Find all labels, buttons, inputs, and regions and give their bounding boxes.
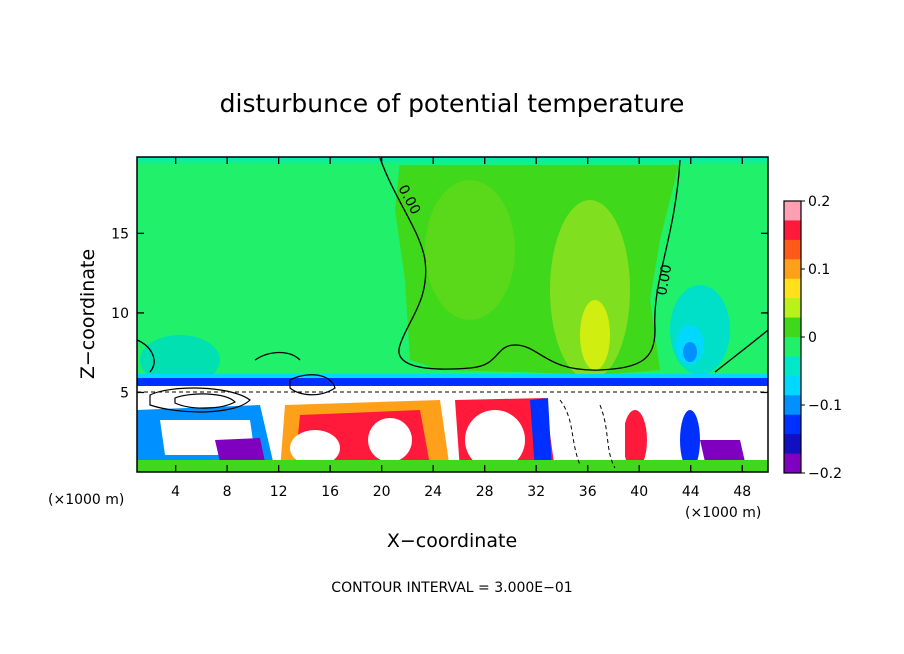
- contour-cluster-left: [149, 374, 336, 413]
- colorbar-tick-label: −0.1: [808, 398, 842, 414]
- colorbar-tick-label: 0.2: [808, 194, 830, 210]
- colorbar-swatch: [784, 414, 801, 435]
- x-tick-label: 24: [424, 484, 442, 500]
- plot-frame: [136, 156, 769, 473]
- x-tick-label: 32: [527, 484, 545, 500]
- x-unit-label-right: (×1000 m): [685, 505, 761, 521]
- colorbar-swatch: [784, 395, 801, 416]
- colorbar-swatch: [784, 259, 801, 280]
- x-tick-label: 4: [171, 484, 180, 500]
- x-tick-label: 44: [682, 484, 700, 500]
- contour-interval-note: CONTOUR INTERVAL = 3.000E−01: [331, 580, 572, 596]
- chart-title: disturbunce of potential temperature: [220, 89, 685, 118]
- colorbar-swatch: [784, 337, 801, 357]
- contour-zero-left: [379, 157, 681, 371]
- field-lower-mid-white-2: [368, 418, 412, 462]
- colorbar-tick-label: 0: [808, 330, 817, 346]
- field-lower-blue-strip: [530, 398, 552, 470]
- field-lower-white-mid: [555, 395, 625, 460]
- colorbar-swatch: [784, 201, 801, 221]
- x-tick-label: 48: [733, 484, 751, 500]
- colorbar-tick-label: −0.2: [808, 466, 842, 482]
- field-cyan-right: [670, 285, 730, 375]
- colorbar-swatch: [784, 356, 801, 377]
- colorbar-swatch: [784, 298, 801, 319]
- y-axis-ticks: 5 10 15: [111, 226, 768, 401]
- field-plume-center-left: [425, 180, 515, 320]
- y-tick-label: 15: [111, 226, 129, 242]
- colorbar: 0.2 0.1 0 −0.1 −0.2: [783, 194, 842, 482]
- x-tick-label: 40: [630, 484, 648, 500]
- field-cyan-left: [140, 335, 220, 385]
- field-lower-far-red: [623, 410, 647, 470]
- x-tick-label: 16: [321, 484, 339, 500]
- field-lower-far-blue: [680, 410, 700, 470]
- field-lower-right-white: [465, 410, 525, 470]
- x-tick-label: 12: [270, 484, 288, 500]
- field-lower-mid-white: [290, 430, 340, 466]
- field-top-band: [137, 157, 768, 165]
- colorbar-swatch: [784, 453, 801, 474]
- field-plume-warm: [580, 300, 610, 370]
- colorbar-swatch: [784, 220, 801, 241]
- field-blue-right-core: [683, 342, 697, 362]
- x-tick-label: 20: [373, 484, 391, 500]
- colorbar-swatch: [784, 375, 801, 396]
- colorbar-swatch: [784, 239, 801, 260]
- colorbar-swatch: [784, 434, 801, 455]
- field-lower-left-violet: [215, 438, 265, 462]
- y-axis-label: Z−coordinate: [77, 249, 99, 379]
- field-lower-far-violet: [700, 440, 745, 462]
- x-tick-label: 28: [476, 484, 494, 500]
- y-tick-label: 5: [120, 385, 129, 401]
- x-unit-label-left: (×1000 m): [48, 492, 124, 508]
- colorbar-swatch: [784, 278, 801, 299]
- field-inversion-band: [137, 378, 768, 386]
- contour-left-lower: [137, 329, 768, 373]
- contour-lower-dashed: [137, 391, 768, 469]
- field-inversion-edge: [137, 374, 768, 378]
- x-axis-label: X−coordinate: [387, 530, 517, 552]
- plot-area: [137, 157, 768, 472]
- colorbar-swatch: [784, 317, 801, 338]
- y-tick-label: 10: [111, 306, 129, 322]
- x-tick-label: 8: [223, 484, 232, 500]
- contour-label-right: 0.00: [654, 263, 675, 296]
- field-lower-edge-green: [137, 460, 768, 472]
- x-axis-ticks: 4 8 12 16 20 24 28 32 36 40 44 48: [171, 157, 751, 500]
- x-tick-label: 36: [579, 484, 597, 500]
- colorbar-tick-label: 0.1: [808, 262, 830, 278]
